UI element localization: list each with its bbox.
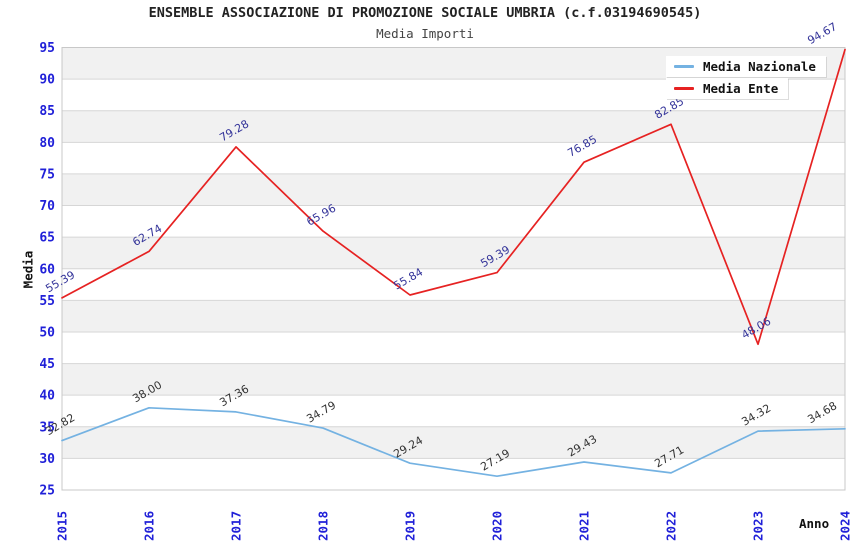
gridlines [62,78,845,459]
x-tick-label: 2018 [316,511,331,541]
y-tick-label: 25 [39,484,55,499]
x-tick-label: 2022 [664,511,679,541]
y-tick-label: 80 [39,136,55,151]
x-tick-label: 2023 [751,511,766,541]
y-tick-label: 35 [39,420,55,435]
data-point-label: 94.67 [805,20,839,47]
series-line-media-ente [61,48,846,346]
legend-item-media-nazionale: Media Nazionale [666,56,826,77]
legend-item-media-ente: Media Ente [666,78,789,99]
y-tick-label: 55 [39,294,55,309]
plot-border [61,47,846,491]
y-tick-label: 75 [39,167,55,182]
line-swatch-nazionale-icon [674,65,694,68]
x-tick-label: 2020 [490,511,505,541]
legend-label-ente: Media Ente [703,81,779,96]
y-tick-label: 95 [39,41,55,56]
y-tick-label: 65 [39,231,55,246]
y-tick-label: 45 [39,357,55,372]
series-line-media-nazionale [61,406,846,478]
chart-title: ENSEMBLE ASSOCIAZIONE DI PROMOZIONE SOCI… [148,5,702,21]
y-tick-label: 70 [39,199,55,214]
legend: Media Nazionale Media Ente [666,56,826,99]
x-tick-label: 2017 [229,511,244,541]
y-tick-label: 60 [39,262,55,277]
y-tick-label: 30 [39,452,55,467]
x-axis-title: Anno [799,516,830,531]
y-tick-label: 40 [39,389,55,404]
x-axis-ticks: 2015 2016 2017 2018 2019 2020 2021 2022 2023 2024 [55,511,850,541]
x-tick-label: 2019 [403,511,418,541]
y-tick-label: 85 [39,104,55,119]
y-axis-title: Media [20,250,36,289]
y-tick-label: 50 [39,325,55,340]
line-swatch-ente-icon [674,87,694,90]
x-tick-label: 2021 [577,511,592,541]
y-tick-label: 90 [39,73,55,88]
chart-subtitle: Media Importi [376,26,474,41]
legend-label-nazionale: Media Nazionale [703,59,816,74]
x-tick-label: 2015 [55,511,70,541]
y-axis-ticks: 25 30 35 40 45 50 55 60 65 70 75 80 85 90 95 [39,41,55,499]
x-tick-label: 2016 [142,511,157,541]
x-tick-label: 2024 [838,511,850,541]
